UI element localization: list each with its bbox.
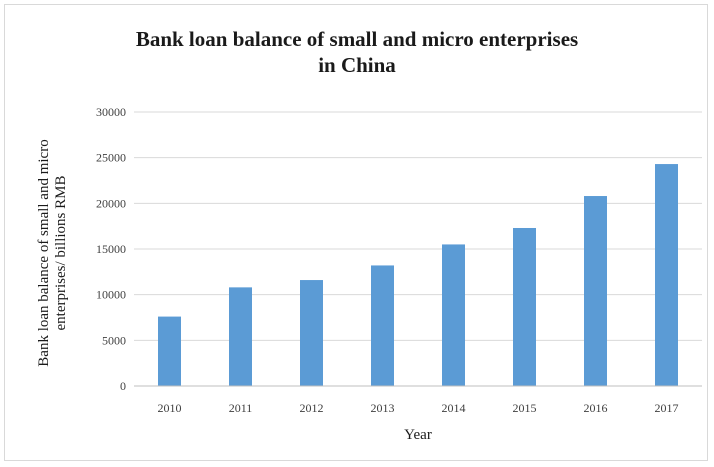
y-tick-labels: 0 5000 10000 15000 20000 25000 30000 xyxy=(96,105,126,393)
y-tick-label: 20000 xyxy=(96,196,126,210)
y-axis-title: Bank loan balance of small and micro ent… xyxy=(36,139,69,366)
x-tick-label: 2017 xyxy=(655,401,679,415)
bar-2014 xyxy=(442,244,465,386)
x-tick-label: 2016 xyxy=(584,401,608,415)
bar-2010 xyxy=(158,316,181,386)
y-axis-title-line-2: enterprises/ billions RMB xyxy=(53,176,69,331)
chart-title-line-1: Bank loan balance of small and micro ent… xyxy=(135,27,579,51)
bar-2012 xyxy=(300,280,323,386)
x-tick-label: 2015 xyxy=(513,401,537,415)
bar-2017 xyxy=(655,164,678,386)
x-tick-labels: 2010 2011 2012 2013 2014 2015 2016 2017 xyxy=(158,401,679,415)
y-tick-label: 0 xyxy=(120,379,126,393)
chart-title: Bank loan balance of small and micro ent… xyxy=(0,26,714,78)
bar-2015 xyxy=(513,227,536,386)
gridlines xyxy=(134,111,702,341)
y-tick-label: 10000 xyxy=(96,288,126,302)
x-tick-label: 2012 xyxy=(300,401,324,415)
y-tick-label: 15000 xyxy=(96,242,126,256)
x-tick-label: 2010 xyxy=(158,401,182,415)
x-axis-title: Year xyxy=(404,427,432,443)
bar-2011 xyxy=(229,287,252,386)
x-tick-label: 2014 xyxy=(442,401,466,415)
y-tick-label: 5000 xyxy=(102,333,126,347)
x-tick-label: 2011 xyxy=(229,401,253,415)
bars xyxy=(158,164,678,386)
bar-2013 xyxy=(371,265,394,386)
bar-2016 xyxy=(584,196,607,386)
y-tick-label: 30000 xyxy=(96,105,126,119)
x-tick-label: 2013 xyxy=(371,401,395,415)
chart-title-line-2: in China xyxy=(318,53,396,77)
y-axis-title-line-1: Bank loan balance of small and micro xyxy=(36,139,52,366)
y-tick-label: 25000 xyxy=(96,151,126,165)
